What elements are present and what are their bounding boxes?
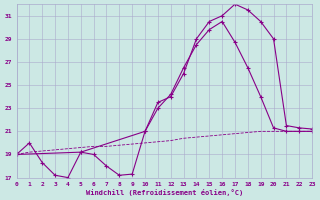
X-axis label: Windchill (Refroidissement éolien,°C): Windchill (Refroidissement éolien,°C) [86,189,243,196]
